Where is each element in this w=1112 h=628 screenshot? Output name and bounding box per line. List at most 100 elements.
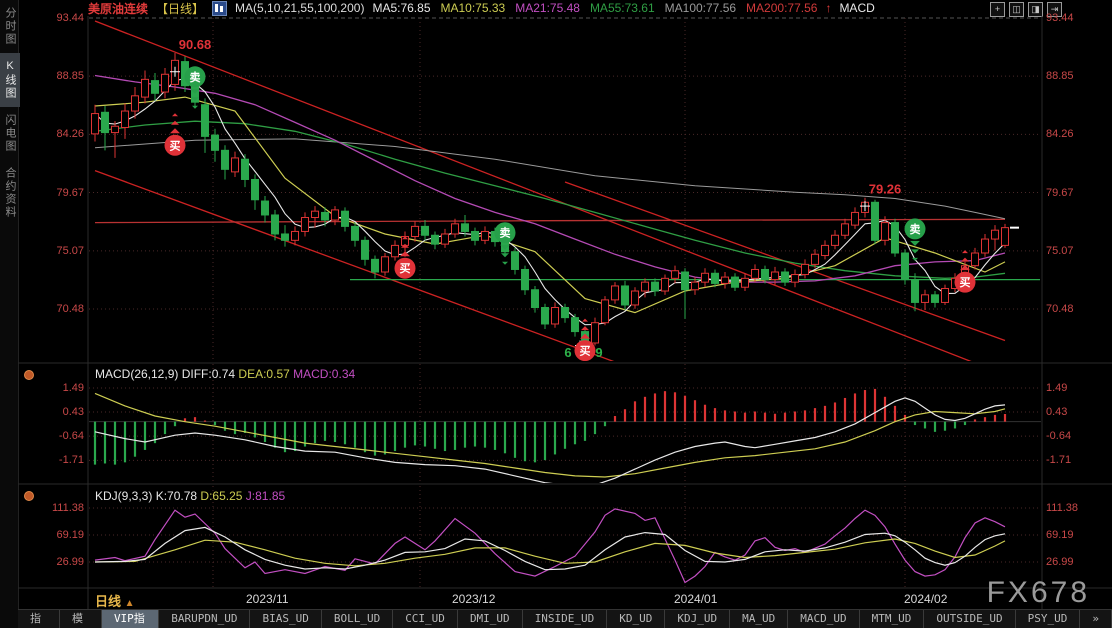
candle [311, 206, 319, 228]
candle [541, 303, 549, 330]
more-tabs-icon[interactable]: » [1080, 610, 1112, 628]
sidebar-tab-K线图[interactable]: K线图 [0, 53, 20, 107]
candle [711, 269, 719, 288]
indicator-tab-KD_UD[interactable]: KD_UD [607, 610, 666, 628]
grid-layout-icon[interactable]: + [990, 2, 1005, 17]
indicator-tab-DMI_UD[interactable]: DMI_UD [458, 610, 523, 628]
candle [751, 264, 759, 283]
y-axis-label: 1.49 [62, 382, 84, 394]
svg-text:79.26: 79.26 [869, 182, 902, 197]
candle [681, 268, 689, 319]
candle [151, 73, 159, 101]
candle [871, 199, 879, 245]
candle [551, 302, 559, 328]
buy-signal[interactable]: 买 [164, 113, 186, 156]
candle [101, 105, 109, 151]
indicator-tab-OUTSIDE_UD[interactable]: OUTSIDE_UD [924, 610, 1016, 628]
svg-text:9: 9 [595, 345, 602, 360]
candle [281, 225, 289, 247]
macd-settings-icon[interactable] [24, 370, 34, 380]
candle [631, 287, 639, 309]
macd-header: MACD(26,12,9) DIFF:0.74 DEA:0.57 MACD:0.… [95, 367, 355, 381]
candle [461, 214, 469, 237]
candle [991, 225, 999, 251]
pane-select-icon[interactable]: ◫ [1009, 2, 1024, 17]
indicator-tab-PSY_UD[interactable]: PSY_UD [1016, 610, 1081, 628]
candle [881, 216, 889, 246]
candlestick-chart-icon[interactable] [212, 0, 228, 16]
pane-move-icon[interactable]: ◨ [1028, 2, 1043, 17]
y-axis-label: 84.26 [1046, 128, 1074, 141]
candle [131, 86, 139, 119]
indicator-tab-VIP指标[interactable]: VIP指标 [101, 610, 160, 628]
x-axis-label: 2023/12 [452, 592, 496, 606]
buy-signal[interactable]: 买 [394, 236, 416, 279]
sidebar-tab-合约资料[interactable]: 合约资料 [4, 167, 16, 219]
buy-signal[interactable]: 买 [574, 318, 596, 362]
candle [291, 226, 299, 246]
y-axis-label: 26.99 [1046, 556, 1074, 568]
candle [931, 291, 939, 308]
candle [851, 207, 859, 229]
indicator-tab-INSIDE_UD[interactable]: INSIDE_UD [523, 610, 608, 628]
y-axis-label: 69.19 [56, 529, 84, 541]
candle [431, 231, 439, 250]
svg-text:6: 6 [564, 345, 571, 360]
indicator-tab-MACD_UD[interactable]: MACD_UD [788, 610, 860, 628]
y-axis-label: 111.38 [1046, 502, 1079, 514]
kdj-settings-icon[interactable] [24, 491, 34, 501]
kdj-title: KDJ(9,3,3) [95, 489, 153, 503]
x-axis-label: 2023/11 [246, 592, 289, 606]
y-axis-label: 69.19 [1046, 529, 1074, 541]
y-axis-label: 88.85 [1046, 70, 1074, 83]
x-axis-label: 2024/01 [674, 592, 718, 606]
indicator-tab-BOLL_UD[interactable]: BOLL_UD [322, 610, 394, 628]
svg-text:买: 买 [170, 139, 181, 152]
indicator-tab-CCI_UD[interactable]: CCI_UD [393, 610, 458, 628]
period-selector[interactable]: 日线 ▲ [95, 594, 135, 609]
collapse-pane-icon[interactable]: ⇥ [1047, 2, 1062, 17]
indicator-tab-MTM_UD[interactable]: MTM_UD [860, 610, 925, 628]
kdj-header: KDJ(9,3,3) K:70.78 D:65.25 J:81.85 [95, 489, 285, 503]
candle [691, 277, 699, 295]
buy-signal[interactable]: 买 [954, 250, 976, 293]
y-axis-label: 93.44 [56, 12, 84, 24]
candle [981, 233, 989, 257]
indicator-tab-bar: 指标模板VIP指标BARUPDN_UDBIAS_UDBOLL_UDCCI_UDD… [18, 609, 1112, 628]
candle [341, 207, 349, 232]
svg-text:卖: 卖 [910, 222, 921, 236]
sidebar-tab-闪电图[interactable]: 闪电图 [4, 114, 16, 153]
indicator-tab-KDJ_UD[interactable]: KDJ_UD [665, 610, 731, 628]
period-dropdown-arrow-icon: ▲ [124, 598, 135, 609]
sell-signal[interactable]: 卖 [494, 222, 516, 265]
macd-panel [89, 364, 1041, 483]
candle [421, 220, 429, 241]
ma-params-label: MA(5,10,21,55,100,200) [235, 1, 365, 15]
candle [351, 222, 359, 247]
candle [231, 151, 239, 177]
candle [391, 240, 399, 261]
indicator-tab-BIAS_UD[interactable]: BIAS_UD [250, 610, 322, 628]
candle [821, 240, 829, 260]
candle [901, 249, 909, 285]
y-axis-label: 88.85 [56, 70, 84, 83]
candle [651, 278, 659, 297]
symbol-title: 美原油连续 [88, 1, 149, 16]
indicator-tab-BARUPDN_UD[interactable]: BARUPDN_UD [159, 610, 251, 628]
candle [761, 265, 769, 284]
ma-value-chip: MA21:75.48 [515, 1, 580, 15]
indicator-tab-指标[interactable]: 指标 [18, 610, 60, 628]
y-axis-label: 70.48 [1046, 303, 1074, 316]
sell-signal[interactable]: 卖 [904, 218, 926, 261]
candle [661, 274, 669, 295]
candle [561, 303, 569, 323]
macd-macd-value: MACD:0.34 [293, 367, 356, 381]
candle [371, 255, 379, 279]
sell-signal[interactable]: 卖 [184, 66, 206, 109]
candle [221, 145, 229, 180]
indicator-tab-模板[interactable]: 模板 [60, 610, 102, 628]
indicator-tab-MA_UD[interactable]: MA_UD [730, 610, 789, 628]
sidebar-tab-分时图[interactable]: 分时图 [4, 7, 16, 46]
